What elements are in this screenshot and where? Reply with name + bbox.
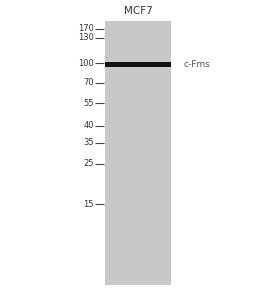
Text: c-Fms: c-Fms — [184, 60, 210, 69]
Text: 40: 40 — [83, 122, 94, 130]
Text: 55: 55 — [83, 99, 94, 108]
Text: 25: 25 — [83, 159, 94, 168]
Text: MCF7: MCF7 — [124, 6, 152, 16]
Bar — [105, 21, 171, 285]
Text: 100: 100 — [78, 58, 94, 68]
Text: 170: 170 — [78, 24, 94, 33]
Text: 130: 130 — [78, 33, 94, 42]
Text: 35: 35 — [83, 138, 94, 147]
Text: 70: 70 — [83, 78, 94, 87]
Bar — [105, 62, 171, 67]
Text: 15: 15 — [83, 200, 94, 208]
